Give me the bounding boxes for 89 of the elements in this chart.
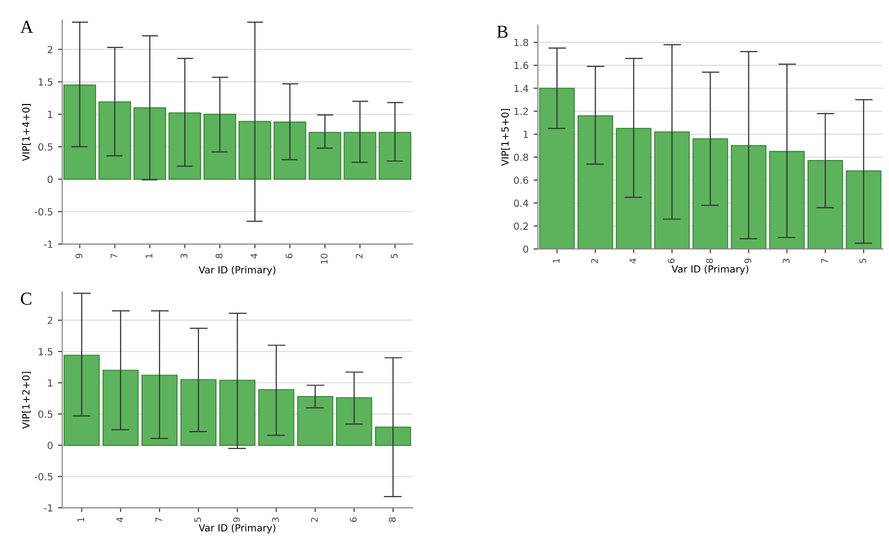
bar (133, 107, 166, 180)
x-tick-label: 1 (552, 258, 560, 263)
x-tick-label: 10 (320, 254, 328, 264)
bar (180, 379, 217, 446)
x-tick-label: 7 (821, 258, 828, 264)
bar (344, 132, 376, 180)
chart-title: B (496, 26, 508, 38)
x-tick-label: 5 (194, 518, 202, 522)
bar (654, 131, 690, 249)
bar (204, 114, 236, 180)
x-tick-label: 9 (76, 254, 82, 258)
bar (846, 170, 882, 249)
y-tick-label: 1 (524, 130, 528, 138)
y-axis-title: VIP[1+2+0] (22, 372, 31, 429)
bar (64, 354, 100, 446)
y-tick-label: 1 (48, 379, 52, 386)
x-axis-title: Var ID (Primary) (198, 266, 276, 276)
bar (219, 380, 256, 446)
bar (378, 132, 412, 180)
y-tick-label: 0.2 (514, 222, 528, 230)
x-tick-label: 1 (146, 254, 152, 258)
y-tick-label: -0.5 (34, 473, 52, 480)
x-tick-label: 2 (310, 518, 318, 522)
x-axis-title: Var ID (Primary) (672, 265, 748, 275)
bar (730, 145, 766, 249)
bar (168, 112, 202, 180)
bar (692, 138, 728, 249)
y-tick-label: 0.8 (514, 154, 528, 161)
x-tick-label: 8 (216, 254, 222, 258)
y-tick-label: -1 (44, 504, 52, 512)
bar (258, 389, 294, 446)
bar (308, 132, 342, 180)
x-tick-label: 6 (668, 258, 675, 264)
x-tick-label: 6 (286, 254, 293, 258)
chart-title: A (20, 20, 34, 33)
y-tick-label: 0.5 (38, 410, 52, 418)
y-tick-label: -0.5 (34, 208, 52, 216)
y-tick-label: 2 (48, 316, 52, 324)
bar (98, 101, 132, 180)
x-tick-label: 3 (782, 258, 790, 264)
y-tick-label: 0 (48, 176, 53, 184)
x-tick-label: 8 (706, 258, 713, 264)
x-tick-label: 1 (78, 518, 84, 522)
y-tick-label: 2 (48, 46, 52, 54)
x-tick-label: 2 (591, 258, 598, 264)
y-tick-label: -1 (44, 240, 52, 248)
x-tick-label: 2 (356, 254, 362, 258)
x-tick-label: 4 (250, 254, 258, 258)
x-tick-label: 4 (116, 517, 124, 522)
y-tick-label: 1.2 (514, 108, 528, 115)
bar (238, 120, 272, 180)
bar (374, 426, 412, 446)
x-axis-title: Var ID (Primary) (198, 524, 276, 534)
y-tick-label: 1.5 (38, 348, 52, 356)
bar (539, 88, 575, 249)
y-axis-title: VIP[1+4+0] (22, 104, 31, 161)
x-tick-label: 5 (390, 254, 398, 258)
y-tick-label: 0 (523, 245, 528, 253)
x-tick-label: 5 (860, 258, 866, 264)
bar (578, 115, 614, 249)
y-tick-label: 1.4 (514, 84, 528, 92)
chart-title: C (20, 292, 32, 305)
y-tick-label: 0.5 (38, 143, 52, 151)
x-tick-label: 7 (110, 254, 118, 258)
y-tick-label: 0.4 (514, 200, 528, 207)
bar (102, 370, 139, 446)
x-tick-label: 9 (233, 517, 240, 522)
y-tick-label: 1.6 (514, 62, 528, 70)
bar (769, 150, 805, 249)
bar (807, 160, 844, 249)
x-tick-label: 3 (180, 254, 188, 258)
bar (141, 374, 178, 446)
bar (336, 397, 372, 446)
y-tick-label: 0 (48, 442, 53, 450)
x-tick-label: 8 (388, 517, 396, 522)
x-tick-label: 4 (630, 258, 636, 264)
y-tick-label: 0.6 (514, 176, 528, 184)
x-tick-label: 9 (744, 258, 752, 264)
x-tick-label: 3 (272, 518, 279, 522)
y-axis-title: VIP[1+5+0] (501, 108, 510, 166)
x-tick-label: 6 (350, 517, 357, 522)
bar (274, 122, 306, 180)
y-tick-label: 1.8 (514, 38, 528, 46)
x-tick-label: 7 (155, 518, 162, 522)
y-tick-label: 1.5 (38, 78, 52, 86)
bar (63, 84, 96, 180)
bar (297, 396, 334, 446)
y-tick-label: 1 (48, 110, 52, 118)
bar (616, 128, 652, 249)
